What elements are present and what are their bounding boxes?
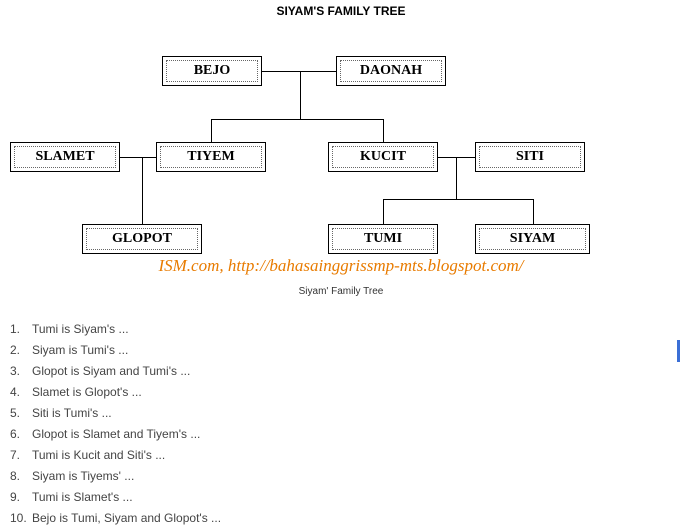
q-number: 1. [10,319,32,340]
q-number: 5. [10,403,32,424]
q-text: Slamet is Glopot's ... [32,382,142,403]
edge [383,199,384,224]
edge [262,71,336,72]
q-number: 6. [10,424,32,445]
node-siti: SITI [475,142,585,172]
list-item: 7.Tumi is Kucit and Siti's ... [10,445,682,466]
node-label: DAONAH [340,60,442,82]
q-text: Glopot is Siyam and Tumi's ... [32,361,190,382]
edge [383,199,533,200]
node-slamet: SLAMET [10,142,120,172]
diagram-title: SIYAM'S FAMILY TREE [0,0,682,24]
watermark-text: ISM.com, http://bahasainggrissmp-mts.blo… [0,256,682,276]
q-text: Tumi is Siyam's ... [32,319,129,340]
edge [211,119,383,120]
edge [456,157,457,199]
edge [211,119,212,142]
q-number: 7. [10,445,32,466]
list-item: 10.Bejo is Tumi, Siyam and Glopot's ... [10,508,682,529]
diagram-caption: Siyam' Family Tree [0,286,682,297]
q-text: Siti is Tumi's ... [32,403,112,424]
list-item: 3.Glopot is Siyam and Tumi's ... [10,361,682,382]
q-text: Glopot is Slamet and Tiyem's ... [32,424,200,445]
q-number: 10. [10,508,32,529]
edge [142,157,143,224]
q-number: 9. [10,487,32,508]
node-bejo: BEJO [162,56,262,86]
list-item: 4.Slamet is Glopot's ... [10,382,682,403]
node-tiyem: TIYEM [156,142,266,172]
q-text: Bejo is Tumi, Siyam and Glopot's ... [32,508,221,529]
node-label: TIYEM [160,146,262,168]
question-list: 1.Tumi is Siyam's ... 2.Siyam is Tumi's … [0,319,682,529]
list-item: 2.Siyam is Tumi's ... [10,340,682,361]
edge [120,157,156,158]
q-number: 8. [10,466,32,487]
q-number: 4. [10,382,32,403]
node-glopot: GLOPOT [82,224,202,254]
node-label: TUMI [332,228,434,250]
cursor-marker [677,340,680,362]
node-siyam: SIYAM [475,224,590,254]
node-kucit: KUCIT [328,142,438,172]
node-label: KUCIT [332,146,434,168]
node-label: BEJO [166,60,258,82]
edge [300,71,301,119]
family-tree-diagram: BEJO DAONAH SLAMET TIYEM KUCIT SITI GLOP… [0,24,682,254]
list-item: 5.Siti is Tumi's ... [10,403,682,424]
edge [383,119,384,142]
list-item: 9.Tumi is Slamet's ... [10,487,682,508]
node-label: SITI [479,146,581,168]
edge [533,199,534,224]
list-item: 8.Siyam is Tiyems' ... [10,466,682,487]
node-label: GLOPOT [86,228,198,250]
list-item: 1.Tumi is Siyam's ... [10,319,682,340]
q-number: 2. [10,340,32,361]
node-daonah: DAONAH [336,56,446,86]
q-number: 3. [10,361,32,382]
list-item: 6.Glopot is Slamet and Tiyem's ... [10,424,682,445]
q-text: Tumi is Kucit and Siti's ... [32,445,165,466]
q-text: Tumi is Slamet's ... [32,487,133,508]
node-tumi: TUMI [328,224,438,254]
q-text: Siyam is Tiyems' ... [32,466,134,487]
node-label: SLAMET [14,146,116,168]
q-text: Siyam is Tumi's ... [32,340,128,361]
node-label: SIYAM [479,228,586,250]
